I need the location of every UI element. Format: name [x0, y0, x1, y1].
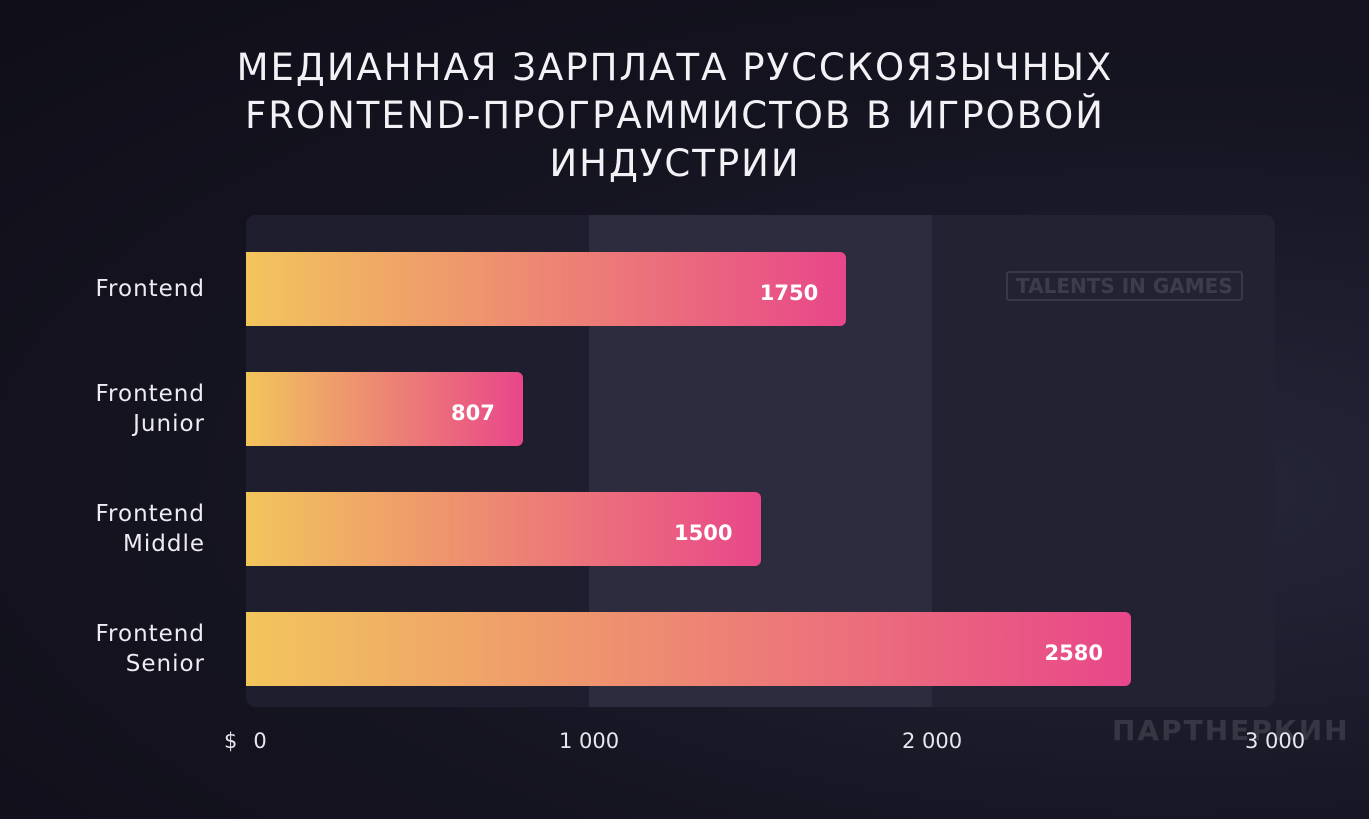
watermark: TALENTS IN GAMES [1006, 271, 1243, 301]
chart-title: МЕДИАННАЯ ЗАРПЛАТА РУССКОЯЗЫЧНЫХ FRONTEN… [236, 46, 1114, 185]
category-label: Frontend Middle [95, 501, 205, 557]
value-label: 1500 [674, 521, 733, 545]
x-tick-label: 3 000 [1244, 729, 1306, 753]
category-label: Frontend [95, 276, 205, 302]
x-tick-label: 1 000 [558, 729, 620, 753]
value-label: 807 [450, 401, 495, 425]
category-label: Frontend Senior [95, 621, 205, 677]
bar [246, 492, 761, 566]
x-tick-label: 2 000 [901, 729, 963, 753]
x-unit: $ [224, 729, 238, 753]
watermark: ПАРТНЕРКИН [1112, 714, 1350, 747]
category-label: Frontend Junior [95, 381, 205, 437]
bar [246, 252, 847, 326]
value-label: 2580 [1044, 641, 1103, 665]
bar [246, 612, 1131, 686]
bar [246, 372, 523, 446]
value-label: 1750 [759, 281, 819, 305]
x-tick-label: 0 [253, 729, 267, 753]
